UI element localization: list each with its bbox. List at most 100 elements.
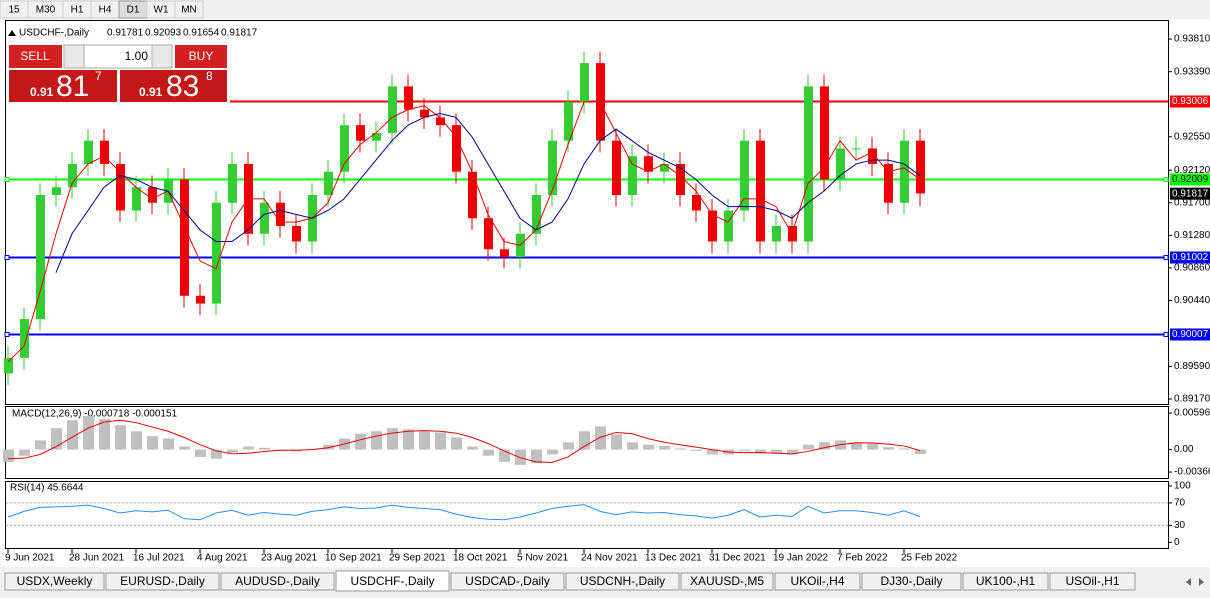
macd-bar: [579, 431, 590, 450]
level-price-box: [1170, 95, 1210, 108]
level-handle[interactable]: [1163, 255, 1169, 260]
chart-tab[interactable]: [220, 572, 335, 591]
candle-body: [116, 163, 125, 211]
candle-body: [804, 86, 813, 242]
sell-button[interactable]: [9, 45, 62, 68]
macd-bar: [3, 449, 14, 462]
chart-tab[interactable]: [962, 572, 1049, 591]
x-tick-label: 25 Feb 2022: [901, 553, 958, 564]
y-tick-label: 0: [1174, 537, 1180, 548]
level-handle[interactable]: [4, 177, 10, 182]
buy-price-box[interactable]: [120, 70, 227, 102]
moving-average: [55, 113, 921, 273]
macd-bar: [659, 445, 670, 450]
timeframe-label: W1: [154, 5, 169, 16]
chart-tab[interactable]: [335, 570, 450, 592]
candle-body: [708, 210, 717, 242]
y-tick-label: 0.91280: [1174, 230, 1210, 241]
candle-body: [404, 86, 413, 110]
lot-up[interactable]: [151, 44, 173, 69]
macd-bar: [771, 449, 782, 454]
candle-body: [612, 140, 621, 195]
macd-bar: [451, 437, 462, 450]
macd-bar: [483, 449, 494, 456]
chart-tab[interactable]: [565, 572, 680, 591]
rsi-frame: [5, 481, 1169, 549]
level-price: 0.92009: [1172, 174, 1209, 185]
macd-bar: [131, 431, 142, 450]
macd-bar: [787, 449, 798, 455]
macd-title: MACD(12,26,9) -0.000718 -0.000151: [12, 409, 178, 420]
x-tick-label: 31 Dec 2021: [709, 553, 766, 564]
candle-body: [884, 163, 893, 203]
y-tick-label: 0.93390: [1174, 66, 1210, 77]
macd-frame: [5, 406, 1169, 479]
sell-label: SELL: [20, 49, 50, 63]
y-tick-label: -0.003664: [1174, 467, 1210, 478]
toolbar-bg: [0, 0, 1210, 19]
level-handle[interactable]: [4, 255, 10, 260]
x-tick-label: 29 Sep 2021: [389, 553, 446, 564]
chart-tab[interactable]: [680, 572, 774, 591]
candle-body: [580, 63, 589, 102]
candle-body: [68, 163, 77, 188]
candle-body: [356, 125, 365, 141]
lot-down[interactable]: [63, 44, 85, 69]
macd-bar: [163, 438, 174, 450]
macd-bar: [611, 434, 622, 450]
level-price: 0.93006: [1172, 96, 1209, 107]
macd-bar: [643, 444, 654, 450]
candle-body: [292, 225, 301, 242]
macd-bar: [435, 432, 446, 450]
buy-label: BUY: [189, 49, 214, 63]
timeframe-label: MN: [181, 5, 197, 16]
candle-body: [372, 132, 381, 141]
candle-body: [548, 140, 557, 195]
macd-bar: [531, 449, 542, 464]
macd-bar: [371, 431, 382, 450]
collapse-icon[interactable]: [8, 30, 16, 36]
macd-bar: [691, 449, 702, 451]
macd-bar: [195, 449, 206, 457]
chart-tab[interactable]: [774, 572, 861, 591]
sell-price-box[interactable]: [9, 70, 117, 102]
candle-body: [868, 148, 877, 164]
candle-body: [132, 187, 141, 211]
candle-body: [740, 140, 749, 211]
chart-title: USDCHF-,Daily: [19, 28, 89, 39]
candle-body: [212, 202, 221, 304]
y-tick-label: 70: [1174, 498, 1186, 509]
lot-value: 1.00: [125, 49, 149, 63]
candle-body: [324, 171, 333, 195]
level-price: 0.91002: [1172, 252, 1209, 263]
macd-bar: [355, 433, 366, 450]
x-tick-label: 24 Nov 2021: [581, 553, 638, 564]
x-tick-label: 5 Nov 2021: [517, 553, 569, 564]
level-handle[interactable]: [1163, 177, 1169, 182]
macd-bar: [243, 446, 254, 450]
buy-price-big: 0.91: [139, 85, 163, 99]
y-tick-label: 0.005963: [1174, 408, 1210, 419]
rsi-line: [7, 504, 921, 521]
timeframe-button[interactable]: [174, 0, 204, 19]
x-tick-label: 13 Dec 2021: [645, 553, 702, 564]
macd-bar: [387, 428, 398, 450]
y-tick-label: 0.90440: [1174, 295, 1210, 306]
level-handle[interactable]: [1163, 332, 1169, 337]
buy-button[interactable]: [175, 45, 227, 68]
chart-tab[interactable]: [105, 572, 220, 591]
macd-bar: [211, 449, 222, 459]
chart-tab[interactable]: [861, 572, 962, 591]
moving-average: [7, 101, 921, 363]
level-price: 0.90007: [1172, 329, 1209, 340]
chart-tab[interactable]: [450, 572, 565, 591]
timeframe-label: 15: [8, 5, 20, 16]
x-tick-label: 19 Jan 2022: [773, 553, 828, 564]
chart-tab[interactable]: [1049, 572, 1136, 591]
macd-bar: [35, 440, 46, 450]
tab-scroll[interactable]: [1186, 578, 1204, 586]
candle-body: [564, 101, 573, 141]
level-handle[interactable]: [4, 332, 10, 337]
candle-body: [340, 125, 349, 172]
chart-tab[interactable]: [4, 572, 105, 591]
